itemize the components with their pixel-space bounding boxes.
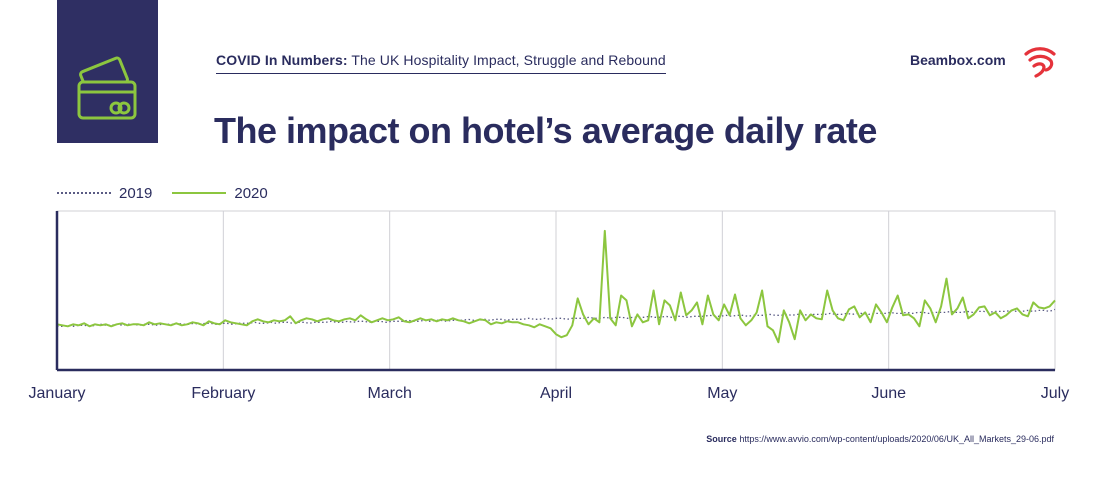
header-badge (57, 0, 158, 143)
x-tick-label-may: May (707, 385, 737, 402)
kicker-bold: COVID In Numbers: (216, 52, 348, 68)
legend-label-2019: 2019 (119, 184, 153, 202)
legend-swatch-2020 (172, 192, 227, 194)
page-title: The impact on hotel’s average daily rate (214, 110, 877, 151)
x-tick-label-april: April (540, 385, 572, 402)
legend-item-2020: 2020 (172, 184, 268, 202)
kicker: COVID In Numbers: The UK Hospitality Imp… (216, 52, 666, 74)
x-tick-label-july: July (1041, 385, 1069, 402)
chart-legend: 2019 2020 (57, 183, 288, 203)
x-tick-label-january: January (29, 385, 86, 402)
series-line-2020 (56, 229, 1056, 344)
legend-item-2019: 2019 (57, 185, 152, 202)
series-line-2019 (57, 308, 1056, 327)
credit-card-icon (77, 56, 137, 120)
x-tick-label-march: March (367, 385, 411, 402)
x-tick-label-february: February (191, 385, 255, 402)
wifi-logo-icon (1024, 47, 1056, 78)
source-label: Source (706, 434, 737, 444)
x-tick-label-june: June (871, 385, 906, 402)
legend-swatch-2019 (57, 192, 111, 194)
brand-name: Beambox.com (910, 52, 1006, 68)
source-note: Source https://www.avvio.com/wp-content/… (706, 434, 1054, 444)
legend-label-2020: 2020 (234, 184, 268, 202)
kicker-rest: The UK Hospitality Impact, Struggle and … (347, 52, 666, 68)
source-url[interactable]: https://www.avvio.com/wp-content/uploads… (739, 434, 1054, 444)
